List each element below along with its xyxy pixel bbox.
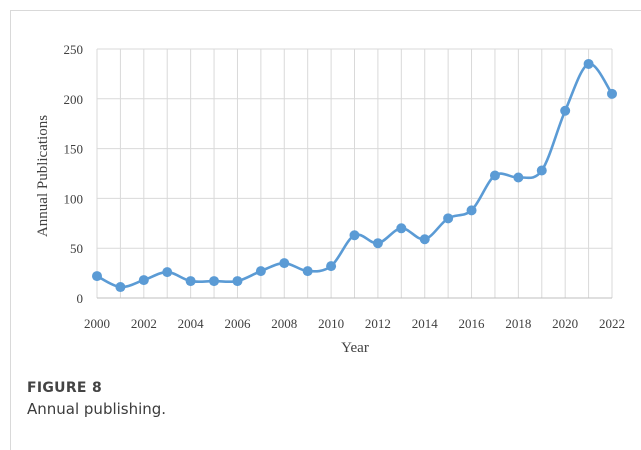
y-tick-label: 200	[64, 92, 84, 107]
data-point	[349, 230, 360, 241]
data-point	[138, 275, 149, 286]
y-tick-label: 250	[64, 42, 84, 57]
data-point	[162, 267, 173, 278]
data-point	[372, 238, 383, 249]
data-points	[92, 58, 617, 293]
tick-labels: 0 50 100 150 200 250 2000 2002 2004 2006 2008 2010 2…	[64, 42, 626, 331]
data-point	[443, 213, 454, 224]
data-point	[489, 170, 500, 181]
data-point	[583, 58, 594, 69]
y-tick-label: 50	[70, 241, 83, 256]
x-tick-label: 2020	[552, 316, 578, 331]
data-point	[396, 223, 407, 234]
x-tick-label: 2012	[365, 316, 391, 331]
x-axis-title: Year	[341, 340, 369, 356]
x-tick-label: 2010	[318, 316, 344, 331]
data-point	[232, 276, 243, 287]
data-point	[302, 266, 313, 277]
data-point	[115, 282, 126, 293]
y-tick-label: 0	[77, 291, 84, 306]
data-point	[607, 88, 617, 99]
data-point	[185, 276, 196, 287]
y-tick-label: 100	[64, 191, 84, 206]
x-tick-label: 2016	[459, 316, 486, 331]
x-tick-label: 2000	[84, 316, 110, 331]
data-point	[279, 258, 290, 269]
figure-frame	[10, 10, 641, 450]
data-point	[466, 205, 477, 216]
x-tick-label: 2002	[131, 316, 157, 331]
x-tick-label: 2004	[178, 316, 205, 331]
data-point	[255, 266, 266, 277]
y-tick-label: 150	[64, 142, 84, 157]
data-point	[419, 234, 430, 245]
data-point	[560, 105, 571, 116]
x-tick-label: 2022	[599, 316, 625, 331]
data-point	[326, 261, 337, 272]
x-tick-label: 2014	[412, 316, 439, 331]
figure-caption: FIGURE 8 Annual publishing.	[27, 380, 166, 418]
data-point	[513, 172, 524, 183]
x-tick-label: 2018	[505, 316, 531, 331]
figure-label: FIGURE 8	[27, 380, 102, 396]
y-axis-title: Annual Publications	[35, 115, 51, 237]
x-tick-label: 2006	[224, 316, 251, 331]
data-point	[209, 276, 220, 287]
figure-caption-text: Annual publishing.	[27, 400, 167, 418]
x-tick-label: 2008	[271, 316, 297, 331]
grid-lines	[96, 48, 613, 298]
data-point	[536, 165, 547, 176]
line-chart: 0 50 100 150 200 250 2000 2002 2004 2006 2008 2010 2…	[35, 42, 626, 356]
data-point	[92, 271, 102, 282]
